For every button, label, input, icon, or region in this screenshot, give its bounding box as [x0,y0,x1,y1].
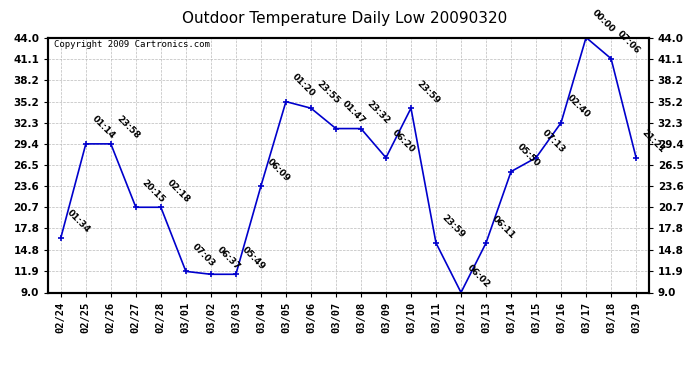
Text: 00:00: 00:00 [590,9,616,35]
Text: 01:34: 01:34 [65,209,92,235]
Text: 01:14: 01:14 [90,114,117,141]
Text: 05:50: 05:50 [515,142,542,169]
Text: 02:18: 02:18 [165,178,192,204]
Text: 06:20: 06:20 [390,129,417,155]
Text: 21:21: 21:21 [640,128,667,155]
Text: 06:09: 06:09 [265,157,292,183]
Text: 23:59: 23:59 [415,79,442,105]
Text: 06:37: 06:37 [215,245,242,272]
Text: 07:13: 07:13 [540,128,566,155]
Text: 20:15: 20:15 [140,178,166,204]
Text: Outdoor Temperature Daily Low 20090320: Outdoor Temperature Daily Low 20090320 [182,11,508,26]
Text: Copyright 2009 Cartronics.com: Copyright 2009 Cartronics.com [55,40,210,49]
Text: 07:06: 07:06 [615,29,642,56]
Text: 23:59: 23:59 [440,213,467,240]
Text: 06:11: 06:11 [490,214,517,240]
Text: 23:55: 23:55 [315,79,342,105]
Text: 01:20: 01:20 [290,72,317,99]
Text: 06:02: 06:02 [465,263,491,290]
Text: 07:03: 07:03 [190,242,217,268]
Text: 05:49: 05:49 [240,245,267,272]
Text: 02:40: 02:40 [565,93,592,120]
Text: 23:58: 23:58 [115,114,141,141]
Text: 23:32: 23:32 [365,99,392,126]
Text: 01:47: 01:47 [340,99,367,126]
